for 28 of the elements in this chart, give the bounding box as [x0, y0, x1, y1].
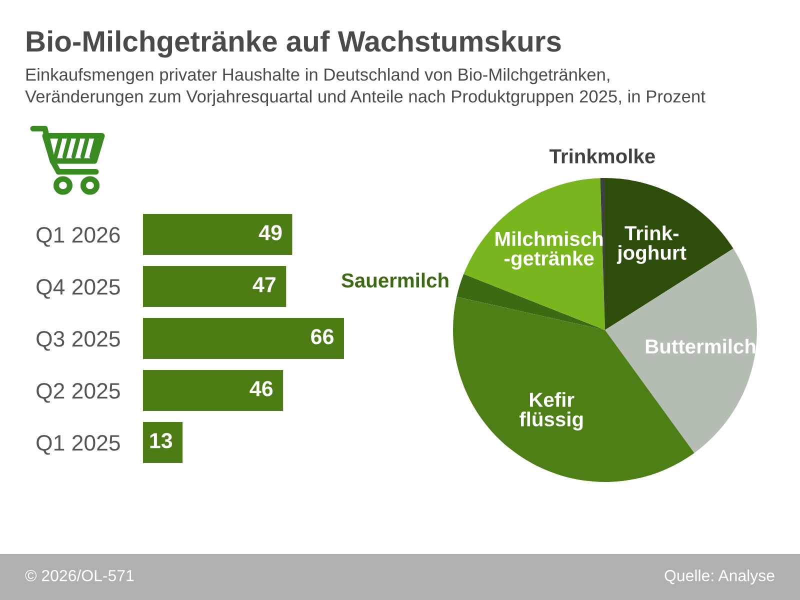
bar — [143, 370, 284, 412]
y-tick-label: Q1 2026 — [36, 227, 120, 247]
chart-title: Bio-Milchgetränke auf Wachstumskurs — [26, 30, 561, 58]
y-tick-label: Q3 2025 — [36, 331, 120, 351]
slice-label: Kefir flüssig — [519, 392, 583, 430]
bar — [143, 214, 292, 256]
data-label: 49 — [258, 225, 282, 240]
slice-label: Buttermilch — [646, 338, 756, 354]
slice-label: Milchmisch -getränke — [496, 231, 603, 270]
data-label: 13 — [150, 433, 172, 448]
chart-subtitle: Einkaufsmengen privater Haushalte in Deutschland von Bio-Milchgetränken, Veränderungen zum Vorjahresquartal und Anteile nach Produktgruppen 2025, in Prozent — [25, 68, 706, 106]
bar — [143, 422, 183, 464]
slice-label: Trinkmolke — [550, 148, 655, 164]
text: © 2026/OL-571 — [25, 570, 134, 582]
slice-label: Sauermilch — [342, 272, 448, 288]
bar — [143, 318, 344, 360]
data-label: 47 — [252, 277, 276, 292]
y-tick-label: Q1 2025 — [36, 435, 120, 455]
y-tick-label: Q2 2025 — [36, 383, 120, 403]
bar — [143, 266, 286, 308]
pie-slice — [464, 178, 605, 330]
slice-label: Trink- joghurt — [616, 226, 686, 264]
data-label: 66 — [311, 329, 334, 344]
y-tick-label: Q4 2025 — [36, 279, 120, 299]
data-label: 46 — [250, 381, 273, 396]
pie-slice — [605, 178, 734, 330]
source-note: Quelle: Analyse — [664, 570, 774, 584]
pie-slice — [456, 274, 605, 330]
